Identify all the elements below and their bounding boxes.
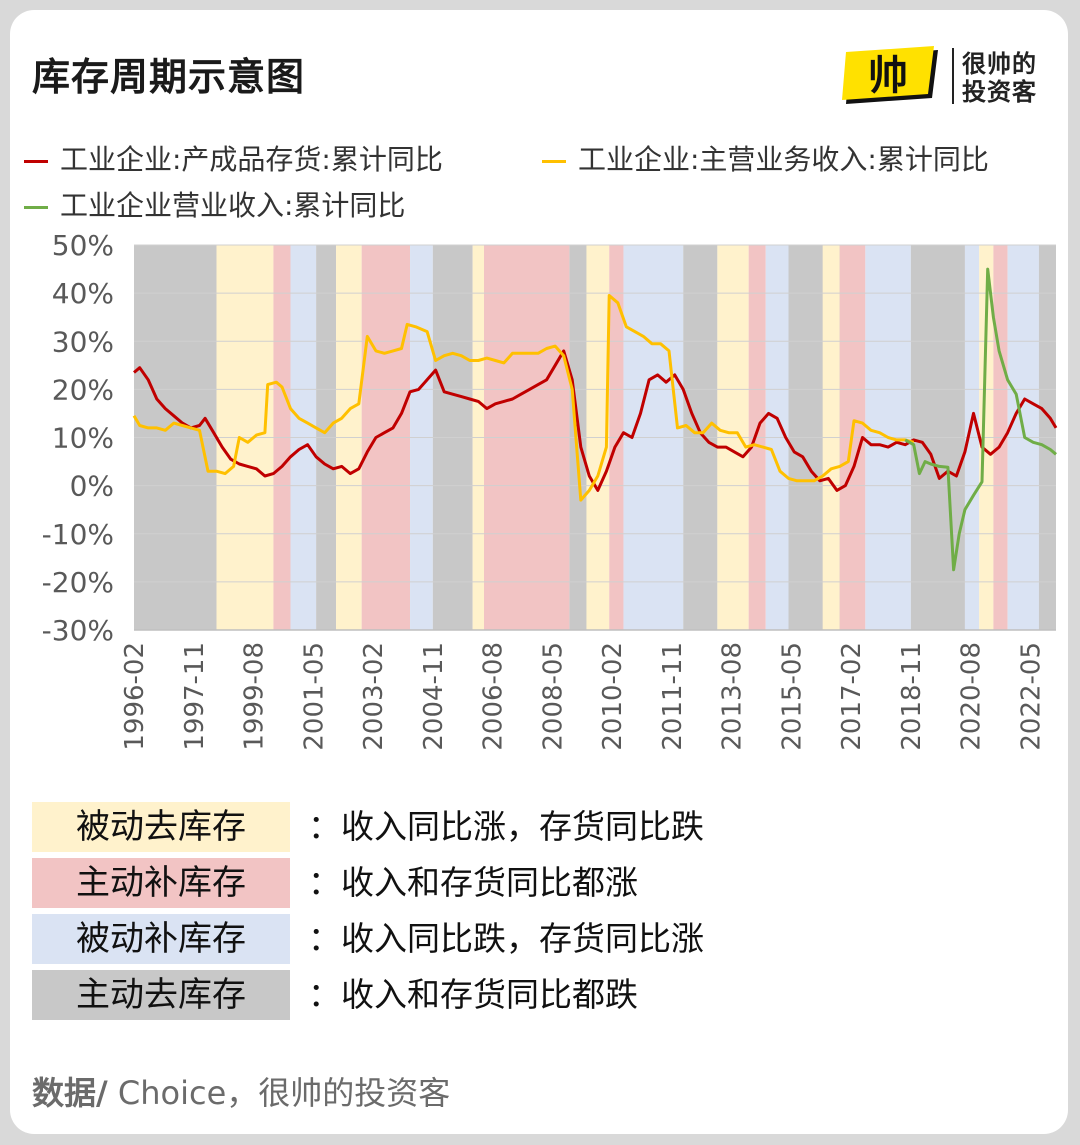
logo-mark-icon: 帅 [842, 46, 938, 104]
x-tick-label: 2001-05 [299, 642, 329, 751]
legend-item-inventory: 工业企业:产成品存货:累计同比 [24, 138, 443, 178]
logo-separator [952, 48, 954, 104]
phase-key-desc: ：收入和存货同比都跌 [308, 975, 638, 1014]
logo-mark-text: 帅 [868, 53, 908, 99]
source-prefix: 数据/ [32, 1074, 108, 1112]
legend-swatch [24, 205, 48, 209]
series-line [132, 294, 915, 502]
x-tick-label: 2013-08 [718, 642, 748, 751]
x-tick-label: 2010-02 [598, 642, 628, 751]
x-tick-label: 2018-11 [897, 642, 927, 751]
legend-label: 工业企业:产成品存货:累计同比 [60, 143, 443, 176]
x-tick-label: 1996-02 [120, 642, 150, 751]
data-source: 数据/ Choice，很帅的投资客 [32, 1068, 450, 1114]
y-tick-label: -10% [42, 518, 114, 551]
phase-key-desc: ：收入同比跌，存货同比涨 [308, 919, 704, 958]
brand-logo: 帅 很帅的 投资客 [842, 46, 1052, 112]
y-tick-label: 0% [70, 470, 114, 503]
x-tick-label: 2003-02 [359, 642, 389, 751]
y-tick-label: 10% [52, 422, 114, 455]
x-tick-label: 2008-05 [538, 642, 568, 751]
logo-line-1: 很帅的 [962, 50, 1037, 78]
x-tick-label: 2017-02 [837, 642, 867, 751]
x-tick-label: 2020-08 [957, 642, 987, 751]
x-tick-label: 1997-11 [180, 642, 210, 751]
logo-text: 很帅的 投资客 [962, 50, 1037, 106]
legend-item-revenue: 工业企业营业收入:累计同比 [24, 184, 405, 224]
y-tick-label: 50% [52, 230, 114, 262]
y-tick-label: 20% [52, 373, 114, 406]
logo-line-2: 投资客 [962, 78, 1037, 106]
y-tick-label: -20% [42, 566, 114, 599]
legend-label: 工业企业:主营业务收入:累计同比 [578, 143, 989, 176]
phase-key-desc: ：收入同比涨，存货同比跌 [308, 807, 704, 846]
legend-swatch [24, 159, 48, 163]
x-tick-label: 2011-11 [658, 642, 688, 751]
phase-key-swatch: 被动补库存 [32, 914, 290, 964]
phase-key-swatch: 主动补库存 [32, 858, 290, 908]
source-text: Choice，很帅的投资客 [107, 1074, 451, 1112]
line-chart: -30% -20% -10% 0% 10% 20% 30% 40% 50% 1996-02 1997… [42, 230, 1058, 751]
y-tick-label: 30% [52, 325, 114, 358]
x-tick-label: 2022-05 [1016, 642, 1046, 751]
y-tick-label: 40% [52, 277, 114, 310]
x-tick-label: 2006-08 [479, 642, 509, 751]
x-tick-label: 1999-08 [240, 642, 270, 751]
x-tick-label: 2004-11 [419, 642, 449, 751]
phase-key-desc: ：收入和存货同比都涨 [308, 863, 638, 902]
phase-key-swatch: 被动去库存 [32, 802, 290, 852]
chart-card: 库存周期示意图 帅 很帅的 投资客 工业企业:产成品存货:累计同比 工业企业:主… [10, 10, 1068, 1134]
y-tick-label: -30% [42, 614, 114, 647]
series-line [904, 267, 1057, 572]
phase-key-swatch: 主动去库存 [32, 970, 290, 1020]
legend-swatch [542, 159, 566, 163]
legend-label: 工业企业营业收入:累计同比 [60, 189, 406, 222]
chart-title: 库存周期示意图 [32, 55, 306, 99]
x-tick-label: 2015-05 [777, 642, 807, 751]
legend-item-main-revenue: 工业企业:主营业务收入:累计同比 [542, 138, 989, 178]
